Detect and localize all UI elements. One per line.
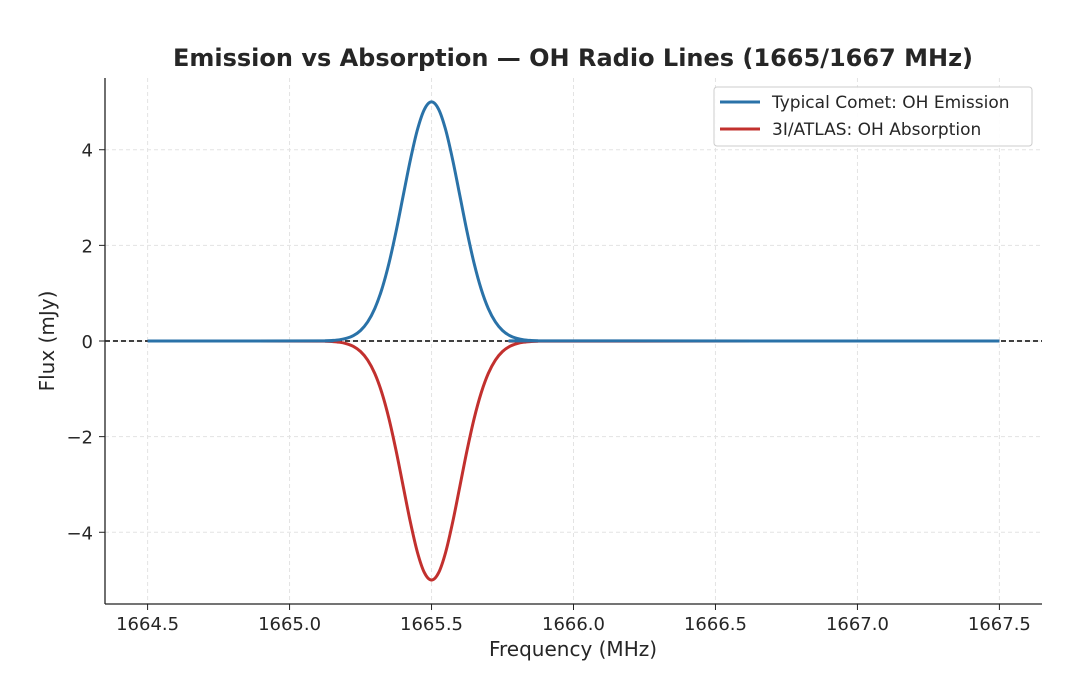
x-tick-label: 1666.5 [684, 614, 747, 635]
x-tick-label: 1664.5 [116, 614, 179, 635]
y-tick-label: −2 [66, 428, 93, 449]
x-axis-label: Frequency (MHz) [489, 637, 657, 661]
y-axis-label: Flux (mJy) [35, 291, 59, 392]
legend-box [713, 86, 1033, 147]
y-tick-label: 2 [82, 236, 93, 257]
series-line-emission [147, 100, 1000, 343]
series-line-absorption [147, 339, 1000, 582]
x-tick-label: 1667.5 [968, 614, 1031, 635]
y-tick-label: 0 [82, 332, 93, 353]
y-tick-label: −4 [66, 523, 93, 544]
series-lines [147, 100, 1000, 582]
legend-label-emission: Typical Comet: OH Emission [771, 93, 1010, 113]
chart-title: Emission vs Absorption — OH Radio Lines … [173, 44, 973, 72]
x-tick-label: 1666.0 [542, 614, 605, 635]
legend-label-absorption: 3I/ATLAS: OH Absorption [772, 120, 981, 140]
y-tick-label: 4 [82, 141, 93, 162]
x-tick-label: 1665.5 [400, 614, 463, 635]
ticks: 1664.5 1665.0 1665.5 1666.0 1666.5 1667.0 1667… [66, 141, 1030, 635]
x-tick-label: 1665.0 [258, 614, 321, 635]
x-tick-label: 1667.0 [826, 614, 889, 635]
legend: Typical Comet: OH Emission 3I/ATLAS: OH … [713, 86, 1033, 147]
